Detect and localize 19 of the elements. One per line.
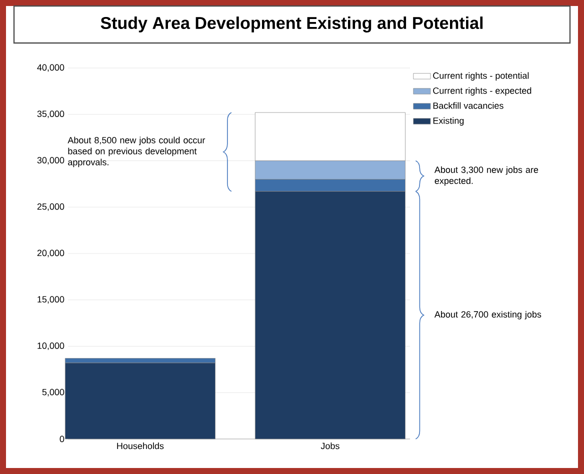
y-tick-label: 30,000 [37, 157, 64, 164]
legend-label: Backfill vacancies [433, 102, 504, 109]
y-tick-label: 0 [60, 436, 64, 442]
y-tick-label: 20,000 [37, 250, 64, 258]
x-tick-label: Jobs [320, 442, 340, 450]
legend-label: Current rights - expected [433, 87, 532, 96]
x-tick-label: Households [117, 442, 164, 450]
y-tick-label: 10,000 [38, 342, 64, 350]
y-tick-label: 40,000 [37, 64, 64, 72]
y-tick-label: 15,000 [38, 296, 64, 304]
legend-label: Existing [433, 117, 464, 126]
text: About 3,300 new jobs are expected. [434, 166, 538, 186]
chart-title: Study Area Development Existing and Potential [100, 16, 483, 32]
text: About 26,700 existing jobs [434, 310, 542, 320]
annotation: About 8,500 new jobs could occur based on previous development approvals. [68, 136, 206, 168]
y-tick-label: 5,000 [42, 388, 64, 396]
y-tick-label: 35,000 [37, 110, 64, 118]
legend-label: Current rights - potential [433, 72, 529, 81]
y-tick-label: 25,000 [37, 203, 64, 211]
